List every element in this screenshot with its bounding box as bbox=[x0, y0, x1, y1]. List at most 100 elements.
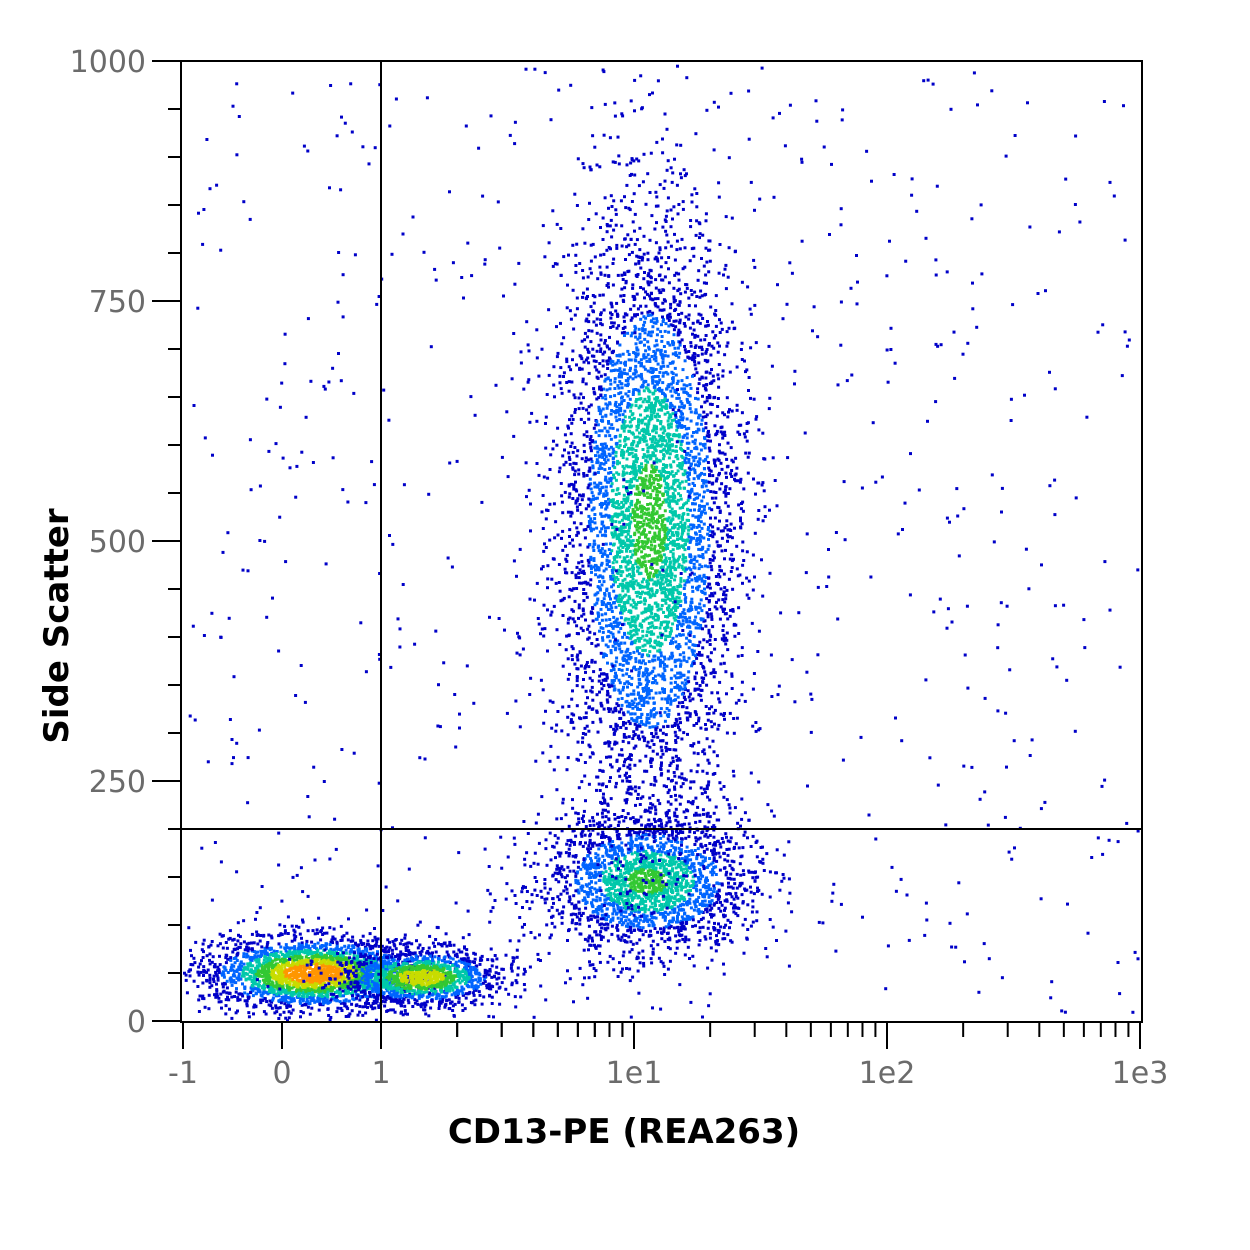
event-dot bbox=[626, 897, 630, 901]
event-dot bbox=[599, 938, 603, 941]
event-dot bbox=[346, 946, 350, 950]
event-dot bbox=[210, 960, 214, 964]
event-dot bbox=[441, 963, 445, 967]
event-dot bbox=[371, 1007, 375, 1011]
event-dot bbox=[269, 1004, 273, 1008]
event-dot bbox=[400, 970, 404, 974]
event-dot bbox=[572, 860, 576, 864]
event-dot bbox=[740, 893, 744, 897]
event-dot bbox=[313, 932, 317, 936]
event-dot bbox=[359, 962, 363, 966]
event-dot bbox=[665, 862, 668, 866]
event-dot bbox=[625, 915, 629, 919]
event-dot bbox=[421, 947, 425, 950]
event-dot bbox=[651, 923, 655, 927]
event-dot bbox=[458, 973, 462, 977]
event-dot bbox=[297, 964, 300, 968]
event-dot bbox=[340, 935, 344, 939]
event-dot bbox=[428, 954, 432, 958]
event-dot bbox=[636, 877, 640, 881]
event-dot bbox=[564, 885, 567, 889]
event-dot bbox=[528, 965, 532, 969]
event-dot bbox=[282, 960, 285, 964]
event-dot bbox=[271, 966, 274, 970]
event-dot bbox=[478, 993, 482, 997]
event-dot bbox=[417, 977, 421, 981]
event-dot bbox=[463, 957, 467, 961]
event-dot bbox=[407, 987, 411, 991]
event-dot bbox=[346, 938, 350, 942]
event-dot bbox=[332, 954, 336, 958]
event-dot bbox=[340, 969, 344, 973]
event-dot bbox=[420, 987, 423, 991]
event-dot bbox=[362, 986, 366, 990]
event-dot bbox=[644, 824, 648, 828]
event-dot bbox=[493, 954, 497, 957]
event-dot bbox=[384, 984, 388, 988]
event-dot bbox=[546, 891, 550, 895]
event-dot bbox=[316, 931, 319, 935]
event-dot bbox=[692, 882, 696, 885]
event-dot bbox=[360, 967, 364, 971]
event-dot bbox=[202, 950, 205, 954]
event-dot bbox=[548, 887, 552, 891]
event-dot bbox=[444, 986, 448, 990]
event-dot bbox=[687, 835, 691, 839]
event-dot bbox=[627, 872, 631, 875]
event-dot bbox=[308, 990, 311, 994]
event-dot bbox=[658, 832, 662, 836]
event-dot bbox=[269, 973, 272, 977]
event-dot bbox=[317, 978, 321, 982]
event-dot bbox=[574, 906, 578, 910]
event-dot bbox=[302, 977, 306, 981]
event-dot bbox=[404, 986, 408, 990]
event-dot bbox=[356, 951, 360, 955]
event-dot bbox=[249, 964, 253, 968]
event-dot bbox=[334, 968, 338, 972]
event-dot bbox=[409, 986, 413, 990]
event-dot bbox=[376, 950, 379, 954]
event-dot bbox=[618, 883, 622, 887]
event-dot bbox=[347, 972, 350, 976]
event-dot bbox=[331, 958, 335, 962]
event-dot bbox=[489, 909, 493, 913]
event-dot bbox=[467, 933, 471, 937]
event-dot bbox=[456, 979, 460, 983]
event-dot bbox=[437, 942, 440, 946]
event-dot bbox=[756, 886, 759, 890]
event-dot bbox=[380, 999, 384, 1003]
event-dot bbox=[417, 961, 421, 964]
event-dot bbox=[603, 820, 607, 824]
event-dot bbox=[342, 934, 346, 938]
event-dot bbox=[423, 1001, 427, 1005]
event-dot bbox=[238, 992, 242, 996]
event-dot bbox=[446, 980, 450, 984]
event-dot bbox=[724, 873, 728, 877]
event-dot bbox=[221, 990, 225, 994]
event-dot bbox=[205, 979, 209, 983]
event-dot bbox=[291, 956, 295, 960]
event-dot bbox=[225, 991, 229, 995]
event-dot bbox=[693, 849, 697, 852]
event-dot bbox=[368, 992, 372, 996]
event-dot bbox=[472, 993, 476, 997]
event-dot bbox=[202, 938, 206, 942]
event-dot bbox=[425, 990, 429, 994]
event-dot bbox=[404, 965, 408, 969]
event-dot bbox=[361, 1013, 365, 1017]
event-dot bbox=[416, 1002, 420, 1006]
event-dot bbox=[690, 862, 694, 866]
event-dot bbox=[308, 966, 312, 970]
event-dot bbox=[672, 861, 676, 865]
event-dot bbox=[385, 961, 389, 965]
event-dot bbox=[456, 993, 460, 997]
event-dot bbox=[470, 1001, 474, 1005]
event-dot bbox=[324, 1000, 328, 1004]
event-dot bbox=[283, 991, 287, 995]
event-dot bbox=[317, 1008, 321, 1012]
event-dot bbox=[358, 1004, 362, 1008]
event-dot bbox=[316, 997, 320, 1001]
event-dot bbox=[715, 859, 719, 863]
event-dot bbox=[688, 897, 692, 901]
event-dot bbox=[574, 878, 578, 882]
